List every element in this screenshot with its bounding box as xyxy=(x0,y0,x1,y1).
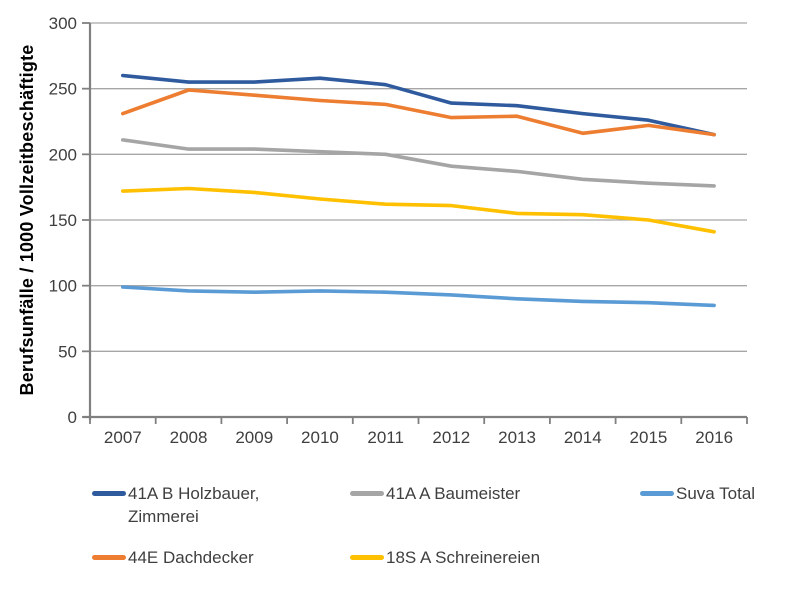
y-tick-label: 150 xyxy=(49,211,77,230)
x-tick-label: 2007 xyxy=(104,428,142,447)
legend-swatch-44e-dachdecker xyxy=(92,555,126,560)
x-tick-label: 2008 xyxy=(170,428,208,447)
x-tick-label: 2013 xyxy=(498,428,536,447)
x-tick-label: 2011 xyxy=(367,428,404,447)
line-series-41a-a-baumeister xyxy=(121,138,716,188)
legend-swatch-41a-a-baumeister xyxy=(350,491,384,496)
line-series-44e-dachdecker xyxy=(121,88,716,137)
line-series-41a-b-holzbauer-zimmerei xyxy=(121,73,716,137)
legend-item-18s-a-schreinereien: 18S A Schreinereien xyxy=(350,546,540,569)
legend-item-44e-dachdecker: 44E Dachdecker xyxy=(92,546,254,569)
legend-label: 18S A Schreinereien xyxy=(386,548,541,567)
x-tick-label: 2009 xyxy=(235,428,273,447)
legend-label: 44E Dachdecker xyxy=(128,548,254,567)
legend-label: 41A A Baumeister xyxy=(386,484,521,503)
y-tick-label: 0 xyxy=(68,408,77,427)
x-tick-label: 2010 xyxy=(301,428,339,447)
legend-item-41a-b-holzbauer-zimmerei: 41A B Holzbauer, Zimmerei xyxy=(92,482,277,528)
line-chart: 0 50 100 150 200 250 300 2007 2008 2009 2010 2011 20… xyxy=(49,14,748,447)
legend-item-41a-a-baumeister: 41A A Baumeister xyxy=(350,482,520,505)
y-tick-label: 50 xyxy=(58,342,77,361)
x-tick-label: 2015 xyxy=(630,428,668,447)
y-axis-title: Berufsunfälle / 1000 Vollzeitbeschäftigt… xyxy=(17,44,37,396)
legend-item-suva-total: Suva Total xyxy=(640,482,755,505)
y-tick-label: 100 xyxy=(49,277,77,296)
legend-label: 41A B Holzbauer, Zimmerei xyxy=(128,484,260,526)
y-tick-label: 300 xyxy=(49,14,77,33)
legend-swatch-41a-b-holzbauer-zimmerei xyxy=(92,491,126,496)
y-tick-label: 250 xyxy=(49,80,77,99)
x-tick-label: 2016 xyxy=(695,428,733,447)
legend-label: Suva Total xyxy=(676,484,756,503)
y-tick-label: 200 xyxy=(49,145,77,164)
x-tick-label: 2014 xyxy=(564,428,602,447)
line-series-suva-total xyxy=(121,285,716,308)
line-series-18s-a-schreinereien xyxy=(121,186,716,234)
legend-swatch-18s-a-schreinereien xyxy=(350,555,384,560)
legend-swatch-suva-total xyxy=(640,491,674,496)
x-tick-label: 2012 xyxy=(432,428,470,447)
